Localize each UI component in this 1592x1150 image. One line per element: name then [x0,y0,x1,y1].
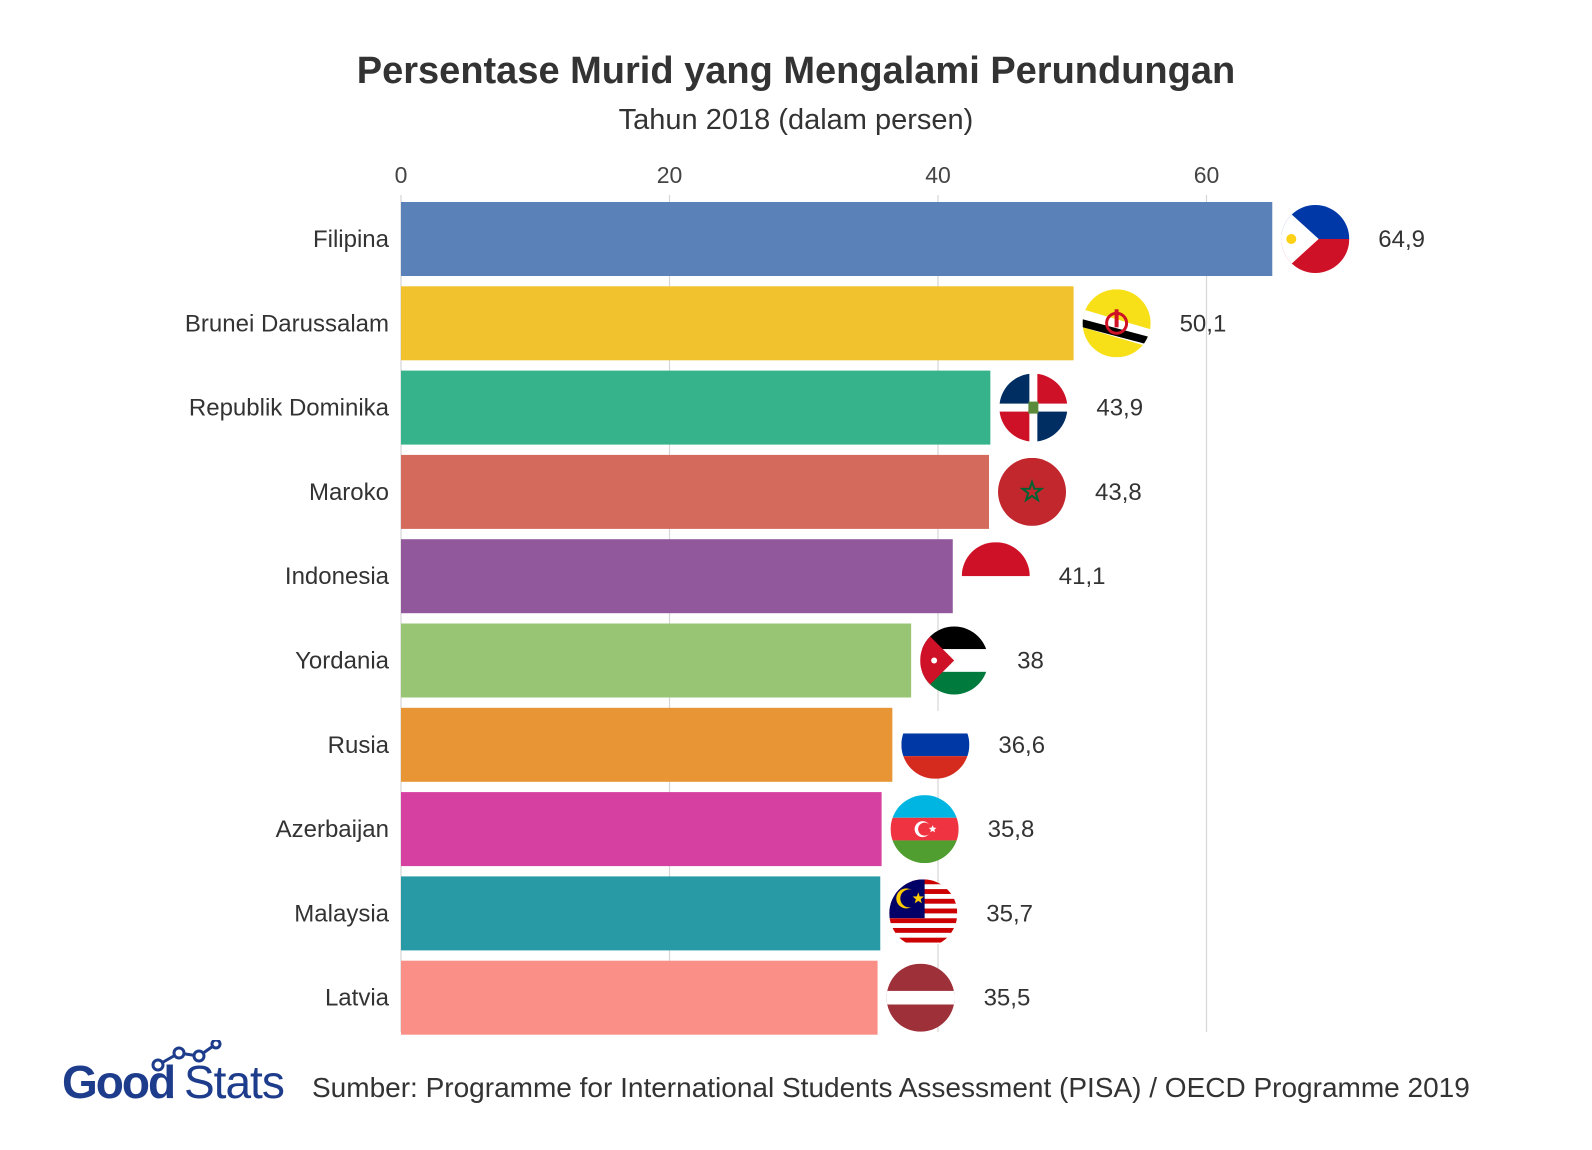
value-label: 41,1 [1059,563,1106,590]
morocco-flag [998,457,1067,526]
value-label: 50,1 [1180,310,1227,337]
bar [401,707,893,782]
category-label: Republik Dominika [189,395,390,422]
value-label: 35,5 [984,985,1031,1012]
value-label: 36,6 [998,732,1045,759]
malaysia-flag [889,879,958,948]
bar [401,876,881,951]
category-label: Malaysia [294,900,389,927]
value-label: 64,9 [1378,226,1425,253]
category-label: Brunei Darussalam [185,310,389,337]
bar-chart: 0 20 40 60 Filipina 64,9 Brunei Darussalam 50,1… [185,162,1425,1035]
footer: Good Stats Sumber: Programme for Interna… [62,1040,1562,1120]
category-label: Maroko [309,479,389,506]
source-note: Sumber: Programme for International Stud… [312,1072,1470,1103]
bar [401,792,882,867]
azerbaijan-flag [890,795,959,864]
category-label: Azerbaijan [276,816,389,843]
bar [401,454,990,529]
bar [401,286,1074,361]
bar [401,623,912,698]
russia-flag [901,710,970,779]
category-label: Filipina [313,226,390,253]
chart-subtitle: Tahun 2018 (dalam persen) [618,104,974,136]
dominican-republic-flag [999,373,1068,442]
bar [401,539,953,614]
category-label: Indonesia [285,563,390,590]
value-label: 43,8 [1095,479,1142,506]
bar [401,960,878,1035]
x-tick-label: 0 [395,162,408,188]
indonesia-flag [961,542,1030,611]
philippines-flag [1281,205,1350,273]
svg-text:Stats: Stats [184,1056,284,1108]
goodstats-logo: Good Stats [62,1040,285,1108]
latvia-flag [886,963,955,1032]
category-label: Latvia [325,985,390,1012]
bar [401,202,1273,276]
chart-title: Persentase Murid yang Mengalami Perundun… [356,50,1236,92]
value-label: 35,7 [986,900,1033,927]
jordan-flag [920,626,989,695]
bar [401,370,991,445]
value-label: 43,9 [1096,395,1143,422]
x-tick-label: 20 [657,162,683,188]
category-label: Rusia [328,732,390,759]
value-label: 35,8 [988,816,1035,843]
x-tick-label: 40 [925,162,951,188]
x-tick-label: 60 [1194,162,1220,188]
brunei-flag [1082,289,1151,358]
value-label: 38 [1017,648,1044,675]
svg-text:Good: Good [62,1056,174,1108]
category-label: Yordania [295,648,390,675]
